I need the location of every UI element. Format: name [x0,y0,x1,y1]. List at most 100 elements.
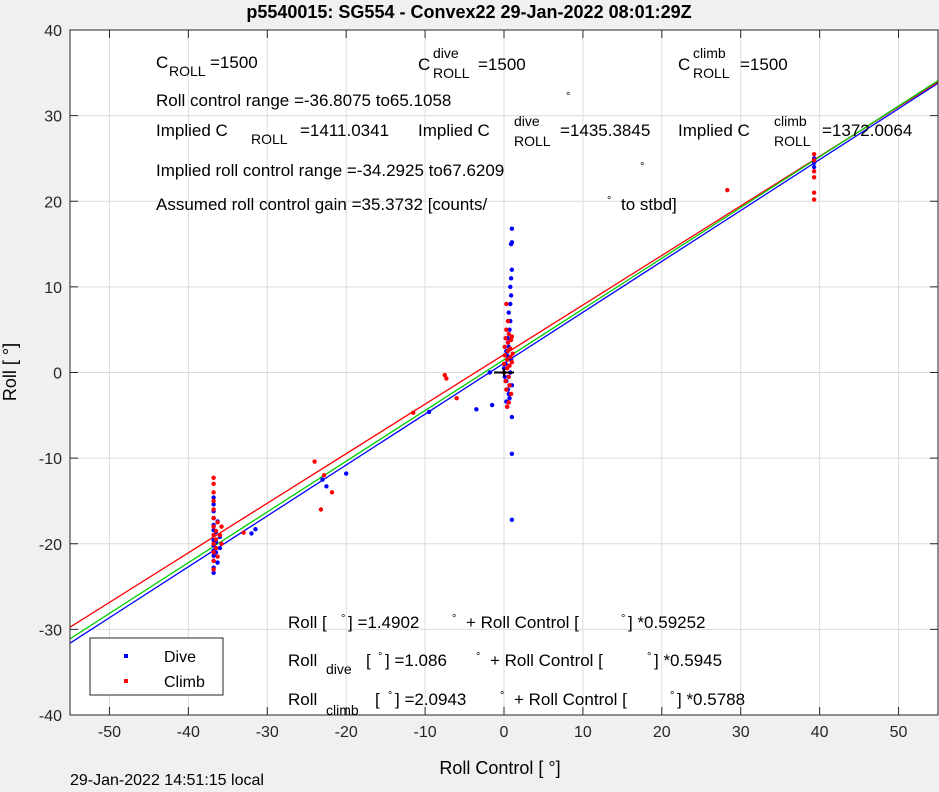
dive-point [509,267,515,272]
y-tick-label: 40 [44,23,62,40]
implied-c-dive-sup: dive [514,113,540,129]
dive-point [474,407,479,412]
dive-point [211,502,216,507]
c-roll-sub: ROLL [169,63,206,79]
implied-c-value: =1411.0341 [300,121,389,140]
fit-climb-degree3: ° [670,690,674,702]
dive-point [507,395,512,401]
implied-c-climb-value: =1372.0064 [822,121,912,140]
climb-point [504,327,509,332]
y-tick-label: -30 [39,622,62,639]
fit-dive-part1: Roll [288,651,317,670]
climb-point [811,197,817,202]
legend-dive-label: Dive [164,649,196,666]
implied-c-dive-sub: ROLL [514,133,551,149]
roll-control-range: Roll control range =-36.8075 to65.1058 [156,91,451,110]
climb-point [454,395,459,401]
dive-point [508,284,513,290]
fit-climb-sub: climb [326,702,359,718]
climb-point [725,187,730,193]
assumed-gain: Assumed roll control gain =35.3732 [coun… [156,195,488,214]
fit-climb-part4: + Roll Control [ [514,690,627,709]
y-tick-label: -10 [39,451,62,468]
climb-point [213,528,219,534]
climb-point [502,344,507,350]
dive-point [324,484,329,489]
dive-point [320,477,325,482]
annotation-c-roll: C ROLL =1500 [156,53,258,79]
dive-point [249,531,254,536]
annotation-implied-c-climb: Implied C climb ROLL =1372.0064 [678,113,912,149]
x-tick-label: 30 [732,724,750,741]
fit-dive-sub: dive [326,661,352,677]
climb-point [211,567,216,572]
climb-point [506,400,511,405]
climb-point [501,361,507,367]
climb-point [503,378,508,384]
dive-point [509,517,515,522]
climb-point [811,157,817,163]
implied-c-label: Implied C [156,121,228,140]
climb-point [215,554,220,559]
c-roll-dive-value: =1500 [478,55,526,74]
x-tick-label: -30 [256,724,279,741]
climb-point [411,410,416,415]
y-tick-label: 30 [44,109,62,126]
climb-point [508,337,514,343]
climb-point [211,550,216,555]
fit-dive-degree1: ° [378,651,382,663]
dive-point [487,370,492,375]
climb-point [211,515,216,521]
dive-point [509,414,515,420]
annotation-implied-c-dive: Implied C dive ROLL =1435.3845 [418,113,650,149]
climb-point [329,490,335,495]
dive-point [508,276,514,281]
y-tick-label: 20 [44,194,62,211]
fit-dive-degree3: ° [647,651,651,663]
climb-point [811,190,817,195]
fit-climb-part3: ] =2.0943 [395,690,466,709]
climb-point [318,507,324,512]
legend-dive-marker [124,654,128,658]
climb-point [811,169,817,174]
dive-point [343,471,349,476]
climb-point [241,530,246,535]
dive-point [811,164,817,170]
fit-climb-part5: ] *0.5788 [677,690,745,709]
climb-point [504,404,510,409]
climb-point [504,301,509,307]
legend-box [89,637,224,696]
dive-point [211,570,216,576]
legend-climb-marker [124,679,128,683]
y-tick-label: -40 [39,708,62,725]
annotation-c-roll-dive: C dive ROLL =1500 [418,45,526,81]
dive-point [506,310,511,315]
climb-point [506,374,511,379]
climb-point [811,175,817,180]
climb-point [508,354,513,360]
fit-dive-part2: [ [366,651,371,670]
climb-point [211,532,216,538]
y-tick-label: 0 [53,366,62,383]
climb-point [312,459,317,464]
y-tick-label: 10 [44,280,62,297]
data-points [211,151,817,576]
axis-ticks: -50 -40 -30 -20 -10 0 10 20 30 40 50 -40 -30 -20 -10 0 1… [39,23,938,741]
x-tick-label: 20 [653,724,671,741]
climb-point [505,318,511,324]
legend: Dive Climb [89,637,224,696]
fit-climb-part2: [ [375,690,380,709]
c-roll-value: =1500 [210,53,258,72]
climb-point [211,490,216,495]
fit-equation-all: Roll [ ° ] =1.4902 ° + Roll Control [ ° … [288,613,706,632]
dive-point [426,409,432,415]
climb-point [510,351,515,356]
implied-range-degree: ° [640,161,644,173]
implied-c-sub: ROLL [251,131,288,147]
fit-all-degree2: ° [452,613,456,625]
climb-point [505,340,511,345]
climb-point [211,475,216,481]
dive-point [508,301,513,307]
climb-point [321,473,327,478]
dive-point [508,293,514,298]
